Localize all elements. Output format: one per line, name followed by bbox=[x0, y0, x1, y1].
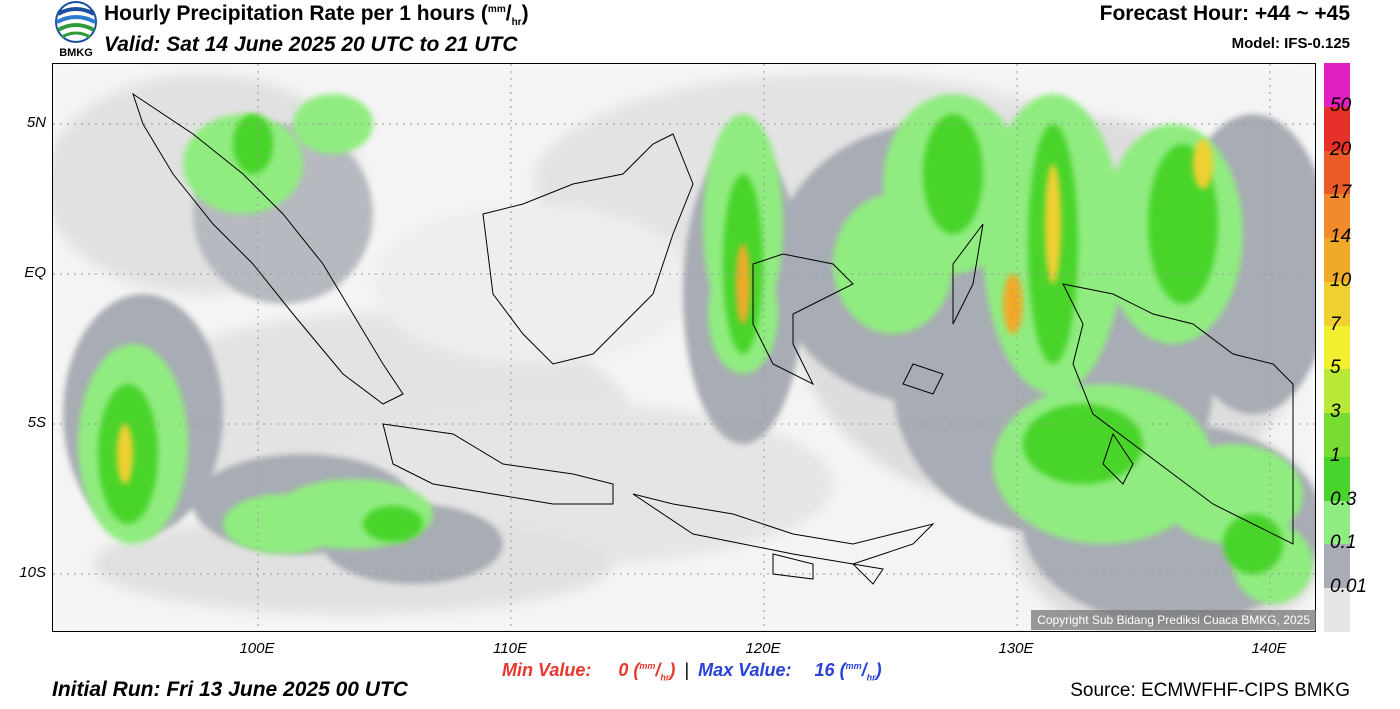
legend-label: 7 bbox=[1330, 313, 1341, 335]
legend-label: 0.1 bbox=[1330, 532, 1357, 554]
legend-label: 0.01 bbox=[1330, 576, 1367, 598]
legend-swatch bbox=[1324, 106, 1350, 152]
max-unit: (mm/hr) bbox=[839, 660, 882, 683]
min-unit: (mm/hr) bbox=[633, 660, 676, 683]
unit-numerator: mm bbox=[487, 4, 506, 15]
model-name: Model: IFS-0.125 bbox=[1231, 35, 1350, 52]
legend-swatch bbox=[1324, 194, 1350, 239]
legend-swatch bbox=[1324, 544, 1350, 589]
legend-swatch bbox=[1324, 413, 1350, 458]
lat-label-5n: 5N bbox=[26, 114, 46, 131]
coastlines bbox=[132, 92, 1294, 585]
legend-swatch bbox=[1324, 325, 1350, 370]
intense-rain-cores bbox=[117, 139, 1213, 484]
lat-label-5s: 5S bbox=[27, 414, 46, 431]
legend-label: 10 bbox=[1330, 269, 1352, 291]
valid-time: Valid: Sat 14 June 2025 20 UTC to 21 UTC bbox=[104, 33, 518, 56]
lon-label-120e: 120E bbox=[745, 640, 781, 657]
min-label: Min Value: bbox=[502, 660, 592, 680]
bmkg-logo-icon bbox=[52, 0, 100, 60]
separator: | bbox=[684, 660, 690, 680]
lat-label-eq: EQ bbox=[24, 264, 46, 281]
lon-label-140e: 140E bbox=[1251, 640, 1287, 657]
legend-label: 3 bbox=[1330, 401, 1341, 423]
graticule bbox=[53, 64, 1315, 631]
legend-color-bar bbox=[1324, 63, 1350, 633]
legend-label: 5 bbox=[1330, 357, 1341, 379]
legend-swatch bbox=[1324, 588, 1350, 633]
max-value: 16 bbox=[814, 660, 835, 680]
title-text: Hourly Precipitation Rate per 1 hours bbox=[104, 2, 476, 25]
lon-label-100e: 100E bbox=[239, 640, 275, 657]
max-label: Max Value: bbox=[698, 660, 792, 680]
map-title: Hourly Precipitation Rate per 1 hours (m… bbox=[104, 2, 529, 29]
min-max-values: Min Value: 0 (mm/hr) | Max Value: 16 (mm… bbox=[502, 660, 882, 683]
initial-run: Initial Run: Fri 13 June 2025 00 UTC bbox=[52, 678, 408, 701]
legend-label: 20 bbox=[1330, 138, 1352, 160]
lon-label-110e: 110E bbox=[493, 640, 527, 657]
legend-swatch bbox=[1324, 281, 1350, 327]
legend-label: 1 bbox=[1330, 444, 1341, 466]
logo-text: BMKG bbox=[59, 47, 93, 59]
min-value: 0 bbox=[618, 660, 629, 680]
lon-label-130e: 130E bbox=[998, 640, 1034, 657]
data-source: Source: ECMWFHF-CIPS BMKG bbox=[1070, 680, 1350, 701]
legend-swatch bbox=[1324, 456, 1350, 502]
legend-label: 14 bbox=[1330, 226, 1352, 248]
legend-swatch bbox=[1324, 63, 1350, 108]
legend-swatch bbox=[1324, 369, 1350, 414]
map-svg bbox=[53, 64, 1315, 631]
lat-label-10s: 10S bbox=[19, 564, 46, 581]
legend-label: 17 bbox=[1330, 182, 1352, 204]
unit-denominator: hr bbox=[511, 17, 522, 29]
forecast-hour: Forecast Hour: +44 ~ +45 bbox=[1099, 2, 1350, 25]
legend-swatch bbox=[1324, 238, 1350, 283]
legend-label: 50 bbox=[1330, 94, 1352, 116]
legend-label: 0.3 bbox=[1330, 488, 1357, 510]
legend-swatch bbox=[1324, 500, 1350, 545]
legend-swatch bbox=[1324, 150, 1350, 195]
copyright-notice: Copyright Sub Bidang Prediksi Cuaca BMKG… bbox=[1031, 610, 1316, 630]
precipitation-map bbox=[52, 63, 1316, 632]
